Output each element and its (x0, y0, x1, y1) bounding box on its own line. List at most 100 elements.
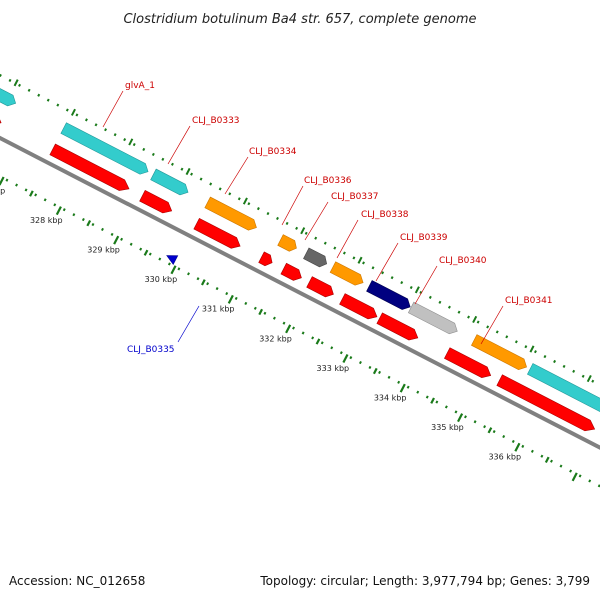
outer-dotted-track (0, 73, 595, 383)
cds-arrow (306, 276, 334, 298)
outer-track-dot (447, 305, 451, 309)
outer-track-dot (180, 167, 184, 171)
outer-track-tick (242, 197, 248, 205)
outer-track-dot (581, 374, 585, 378)
outer-track-dot (514, 340, 518, 344)
outer-track-dot (409, 285, 413, 290)
leader-CLJ_B0334 (224, 156, 249, 195)
axis-dot (540, 454, 544, 458)
axis-dot (244, 301, 248, 305)
outer-track-dot (276, 216, 279, 221)
feature-CLJ_B0341 (471, 334, 527, 370)
map-title: Clostridium botulinum Ba4 str. 657, comp… (123, 12, 476, 27)
axis-dot (578, 474, 582, 478)
axis-minor-tick (200, 279, 206, 286)
axis-dot (5, 178, 9, 182)
outer-track-dot (533, 350, 537, 354)
outer-track-tick (70, 108, 76, 116)
outer-track-tick (586, 375, 592, 383)
axis-minor-tick (430, 397, 435, 404)
axis-dot (81, 218, 85, 222)
outer-track-dot (27, 88, 31, 92)
outer-track-dot (476, 320, 480, 324)
feature-glvA-region (0, 80, 17, 107)
axis-dot (148, 252, 152, 256)
axis-dot (62, 208, 66, 212)
axis-tick-label: 328 kbp (30, 216, 63, 225)
axis-minor-tick (487, 427, 493, 434)
axis-major-tick (571, 472, 578, 482)
axis-dot (492, 430, 496, 434)
leader-glvA_1 (102, 90, 124, 128)
cds-arrow (0, 101, 2, 126)
axis-major-tick (113, 235, 120, 245)
outer-track-dot (142, 147, 146, 152)
axis-minor-tick (258, 308, 264, 316)
axis-dot (521, 444, 525, 448)
axis-tick-label: 333 kbp (317, 364, 350, 373)
axis-major-tick (342, 353, 349, 364)
outer-track-dot (209, 182, 213, 186)
axis-dot (110, 232, 114, 236)
axis-minor-tick (86, 220, 92, 227)
gene-label-CLJ_B0339: CLJ_B0339 (400, 233, 448, 243)
axis-dot (550, 459, 553, 463)
axis-dot (177, 267, 181, 271)
outer-track-dot (0, 73, 2, 78)
axis-dot (91, 222, 95, 227)
accession-text: Accession: NC_012658 (9, 574, 145, 588)
feature-CLJ_B0338 (329, 261, 364, 286)
leader-CLJ_B0341 (480, 305, 504, 345)
axis-minor-tick (544, 456, 550, 464)
cds-track (0, 101, 596, 432)
outer-track-dot (65, 108, 69, 112)
axis-dot (588, 479, 592, 483)
axis-dot (253, 306, 257, 310)
axis-dot (215, 287, 219, 291)
axis-dot (158, 257, 162, 261)
axis-dot (292, 326, 295, 330)
outer-track-dot (495, 330, 499, 334)
outer-track-dot (151, 152, 155, 156)
cds-arrow (193, 217, 241, 249)
outer-track-dot (591, 379, 595, 383)
axis-dot (397, 380, 401, 384)
leader-CLJ_B0336 (281, 185, 304, 226)
axis-dot (339, 351, 343, 355)
gene-label-CLJ_B0336: CLJ_B0336 (304, 176, 352, 186)
leader-CLJ_B0338 (336, 219, 359, 259)
cds-arrow (376, 312, 419, 341)
axis-dot (301, 331, 305, 335)
outer-track-dot (37, 93, 41, 97)
axis-dot (196, 277, 200, 281)
axis-dot (349, 356, 353, 360)
axis-tick-label: 329 kbp (87, 246, 120, 255)
outer-track-dot (543, 354, 547, 359)
outer-track-tick (300, 227, 306, 235)
outer-track-dot (190, 172, 194, 176)
outer-track-tick (414, 286, 420, 294)
outer-track-dot (457, 310, 461, 314)
outer-track-dot (390, 276, 394, 280)
cds-arrow (139, 189, 173, 214)
leader-CLJ_B0340 (414, 265, 438, 305)
outer-track-dot (46, 98, 50, 102)
outer-track-dot (170, 162, 174, 166)
outer-track-dot (266, 212, 270, 216)
outer-track-tick (529, 345, 535, 353)
axis-minor-tick (372, 367, 378, 375)
cds-arrow (280, 262, 302, 281)
cds-arrow (258, 251, 273, 267)
gene-label-CLJ_B0341: CLJ_B0341 (505, 296, 553, 306)
outer-track-dot (237, 197, 241, 201)
feature-CLJ_B0336 (277, 234, 297, 252)
outer-track-dot (419, 290, 423, 295)
axis-dot (511, 439, 515, 444)
feature-after-B0341 (527, 363, 600, 427)
outer-track-dot (199, 177, 203, 181)
outer-track-dot (8, 78, 12, 83)
outer-track-tick (185, 167, 191, 176)
outer-track-dot (505, 335, 509, 339)
feature-CLJ_B0334 (204, 196, 257, 231)
outer-track-dot (304, 231, 308, 235)
